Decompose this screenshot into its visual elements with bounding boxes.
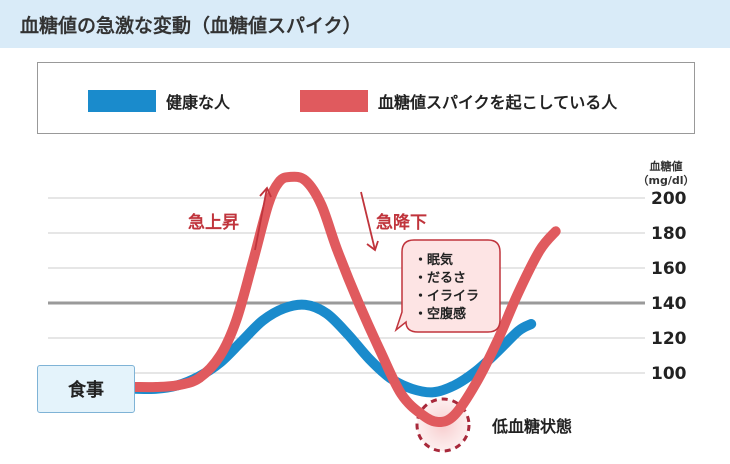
- fall-arrow: [360, 191, 379, 252]
- symptoms-bubble: [394, 239, 501, 333]
- legend-label-spike: 血糖値スパイクを起こしている人: [378, 93, 618, 112]
- legend-swatch-spike: [300, 90, 368, 112]
- symptom-item: ・空腹感: [414, 306, 466, 322]
- legend-label-healthy: 健康な人: [166, 93, 231, 112]
- y-tick-label: 120: [651, 329, 687, 349]
- fall-label: 急降下: [376, 212, 427, 233]
- grid-lines: [48, 197, 645, 374]
- y-tick-label: 180: [651, 224, 687, 244]
- symptom-item: ・だるさ: [414, 271, 466, 286]
- title-bar: 血糖値の急激な変動（血糖値スパイク）: [0, 0, 730, 48]
- y-tick-label: 200: [651, 189, 687, 209]
- symptom-item: ・イライラ: [414, 289, 479, 304]
- series-line-spike: [130, 171, 561, 427]
- y-axis-label: 血糖値: [650, 159, 683, 173]
- series-lines: [130, 171, 561, 427]
- legend: 健康な人 血糖値スパイクを起こしている人: [37, 62, 695, 134]
- page-title: 血糖値の急激な変動（血糖値スパイク）: [20, 15, 362, 37]
- y-axis-unit: （mg/dl）: [638, 174, 695, 187]
- meal-label: 食事: [68, 380, 104, 401]
- y-tick-label: 140: [651, 294, 687, 314]
- legend-swatch-healthy: [88, 90, 156, 112]
- symptom-item: ・眠気: [414, 252, 453, 268]
- rise-arrow: [254, 186, 272, 251]
- low-sugar-label: 低血糖状態: [491, 417, 572, 436]
- rise-label: 急上昇: [188, 212, 239, 233]
- y-tick-label: 100: [651, 364, 687, 384]
- y-axis: 100 120 140 160 180 200: [651, 189, 687, 384]
- y-tick-label: 160: [651, 259, 687, 279]
- meal-label-box: 食事: [37, 365, 135, 413]
